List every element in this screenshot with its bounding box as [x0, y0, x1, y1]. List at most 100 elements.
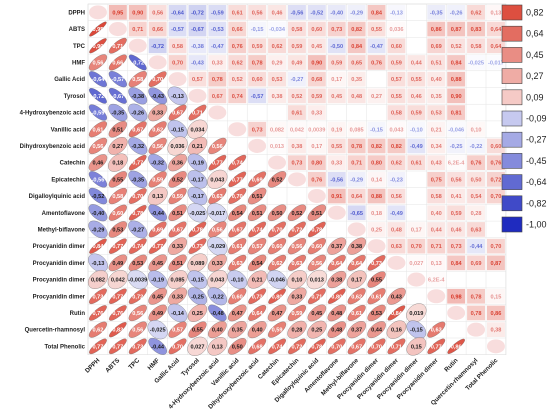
ellipse-cell: 0,84 [89, 238, 107, 254]
ellipse-mark [148, 137, 167, 155]
cell-value-label: 0,54 [252, 261, 264, 267]
value-cell-bg [307, 88, 326, 104]
diagonal-mark [128, 38, 147, 53]
ellipse-mark [168, 338, 187, 355]
ellipse-mark [187, 203, 208, 223]
cell-value-label: 0,29 [272, 60, 283, 66]
value-cell: -0,65 [347, 205, 366, 221]
ellipse-mark [387, 338, 406, 355]
value-cell-bg [447, 88, 466, 104]
ellipse-mark [267, 270, 288, 290]
value-cell: -0,57 [168, 21, 187, 37]
ellipse-mark [327, 321, 346, 338]
cell-value-label: 0,72 [292, 344, 303, 350]
diagonal-mark [188, 88, 207, 103]
cell-value-label: 0,95 [112, 10, 123, 16]
value-cell-bg [447, 172, 466, 187]
value-cell-bg [307, 105, 326, 120]
ellipse-mark [109, 305, 127, 321]
value-cell-bg [288, 71, 306, 87]
cell-value-label: -0,43 [191, 60, 204, 66]
ellipse-cell: -0,44 [148, 337, 167, 355]
value-cell: -0,57 [248, 88, 267, 104]
value-cell: 0,40 [427, 71, 446, 87]
ellipse-mark [386, 320, 407, 339]
value-cell-bg [387, 5, 406, 20]
cell-value-label: 0,56 [93, 144, 104, 150]
ellipse-cell: -0,48 [208, 304, 227, 322]
row-labels: DPPH ABTS TPC HMF Gallic Acid Tyrosol 4-Hydrox… [20, 10, 86, 350]
cell-value-label: -0,40 [92, 211, 105, 217]
value-cell-bg [248, 121, 267, 137]
value-cell-bg [228, 88, 247, 104]
ellipse-mark [128, 71, 147, 88]
cell-value-label: -0,57 [111, 77, 124, 83]
value-cell: 0,95 [108, 5, 127, 20]
ellipse-mark [187, 253, 208, 273]
cell-value-label: 0,51 [172, 211, 183, 217]
ellipse-cell: 0,45 [148, 287, 167, 305]
value-cell: -0,29 [347, 5, 366, 20]
value-cell: -0,25 [447, 138, 466, 154]
cell-value-label: 0,74 [132, 244, 144, 250]
cell-value-label: 0,51 [431, 60, 442, 66]
cell-value-label: -0,26 [450, 10, 463, 16]
value-cell-bg [307, 172, 326, 187]
ellipse-cell: 0,56 [148, 137, 167, 155]
cell-value-label: 0,21 [252, 278, 263, 284]
ellipse-cell: 0,74 [268, 338, 286, 355]
ellipse-cell: -0,56 [88, 171, 108, 188]
value-cell: -0,47 [367, 38, 386, 54]
cell-value-label: -0,35 [131, 177, 144, 183]
value-cell-bg [427, 238, 446, 254]
ellipse-mark [287, 304, 307, 321]
ellipse-cell: 0,33 [207, 254, 227, 272]
ellipse-cell: 0,67 [228, 221, 247, 238]
ellipse-cell: 0,69 [148, 221, 167, 238]
value-cell: 0,56 [148, 5, 167, 20]
value-cell: 0,013 [268, 138, 286, 154]
cell-value-label: 0,043 [210, 278, 224, 284]
row-label: Amentoflavone [42, 211, 86, 217]
cell-value-label: 0,71 [391, 344, 402, 350]
ellipse-mark [89, 88, 107, 104]
cell-value-label: -0,59 [211, 10, 224, 16]
cell-value-label: -0,13 [390, 10, 403, 16]
value-cell-bg [427, 55, 446, 70]
cell-value-label: 0,59 [292, 44, 303, 50]
value-cell: -0,72 [148, 38, 167, 54]
cell-value-label: 0,53 [431, 111, 442, 117]
cell-value-label: 0,51 [252, 211, 263, 217]
cell-value-label: 0,84 [371, 10, 383, 16]
value-cell-bg [288, 138, 306, 154]
ellipse-cell: 0,51 [108, 121, 128, 138]
value-cell: 0,76 [307, 172, 326, 187]
cell-value-label: -0,15 [171, 127, 184, 133]
cell-value-label: -0,0039 [128, 278, 147, 284]
value-cell: 0,66 [228, 21, 247, 37]
ellipse-mark [148, 287, 167, 305]
value-cell: -0,47 [208, 38, 227, 54]
cell-value-label: 0,80 [331, 294, 342, 300]
ellipse-mark [187, 304, 208, 322]
value-cell: -0,56 [288, 5, 306, 20]
ellipse-cell: -0,35 [108, 103, 128, 122]
ellipse-mark [228, 288, 247, 305]
ellipse-mark [208, 154, 227, 171]
ellipse-mark [248, 288, 267, 305]
ellipse-mark [187, 287, 208, 306]
ellipse-cell: 0,62 [148, 121, 167, 138]
value-cell: 0,17 [307, 138, 326, 154]
ellipse-mark [128, 137, 148, 155]
ellipse-mark [367, 288, 386, 305]
value-cell-bg [367, 138, 386, 154]
value-cell-bg [307, 121, 326, 137]
value-cell-bg [367, 88, 386, 104]
cell-value-label: 0,64 [351, 261, 363, 267]
value-cell-bg [347, 205, 366, 221]
value-cell-bg [487, 188, 505, 204]
diagonal-mark [467, 322, 486, 337]
colorbar-swatch [501, 174, 523, 190]
cell-value-label: -0,19 [151, 278, 164, 284]
value-cell: 0,54 [467, 188, 485, 204]
